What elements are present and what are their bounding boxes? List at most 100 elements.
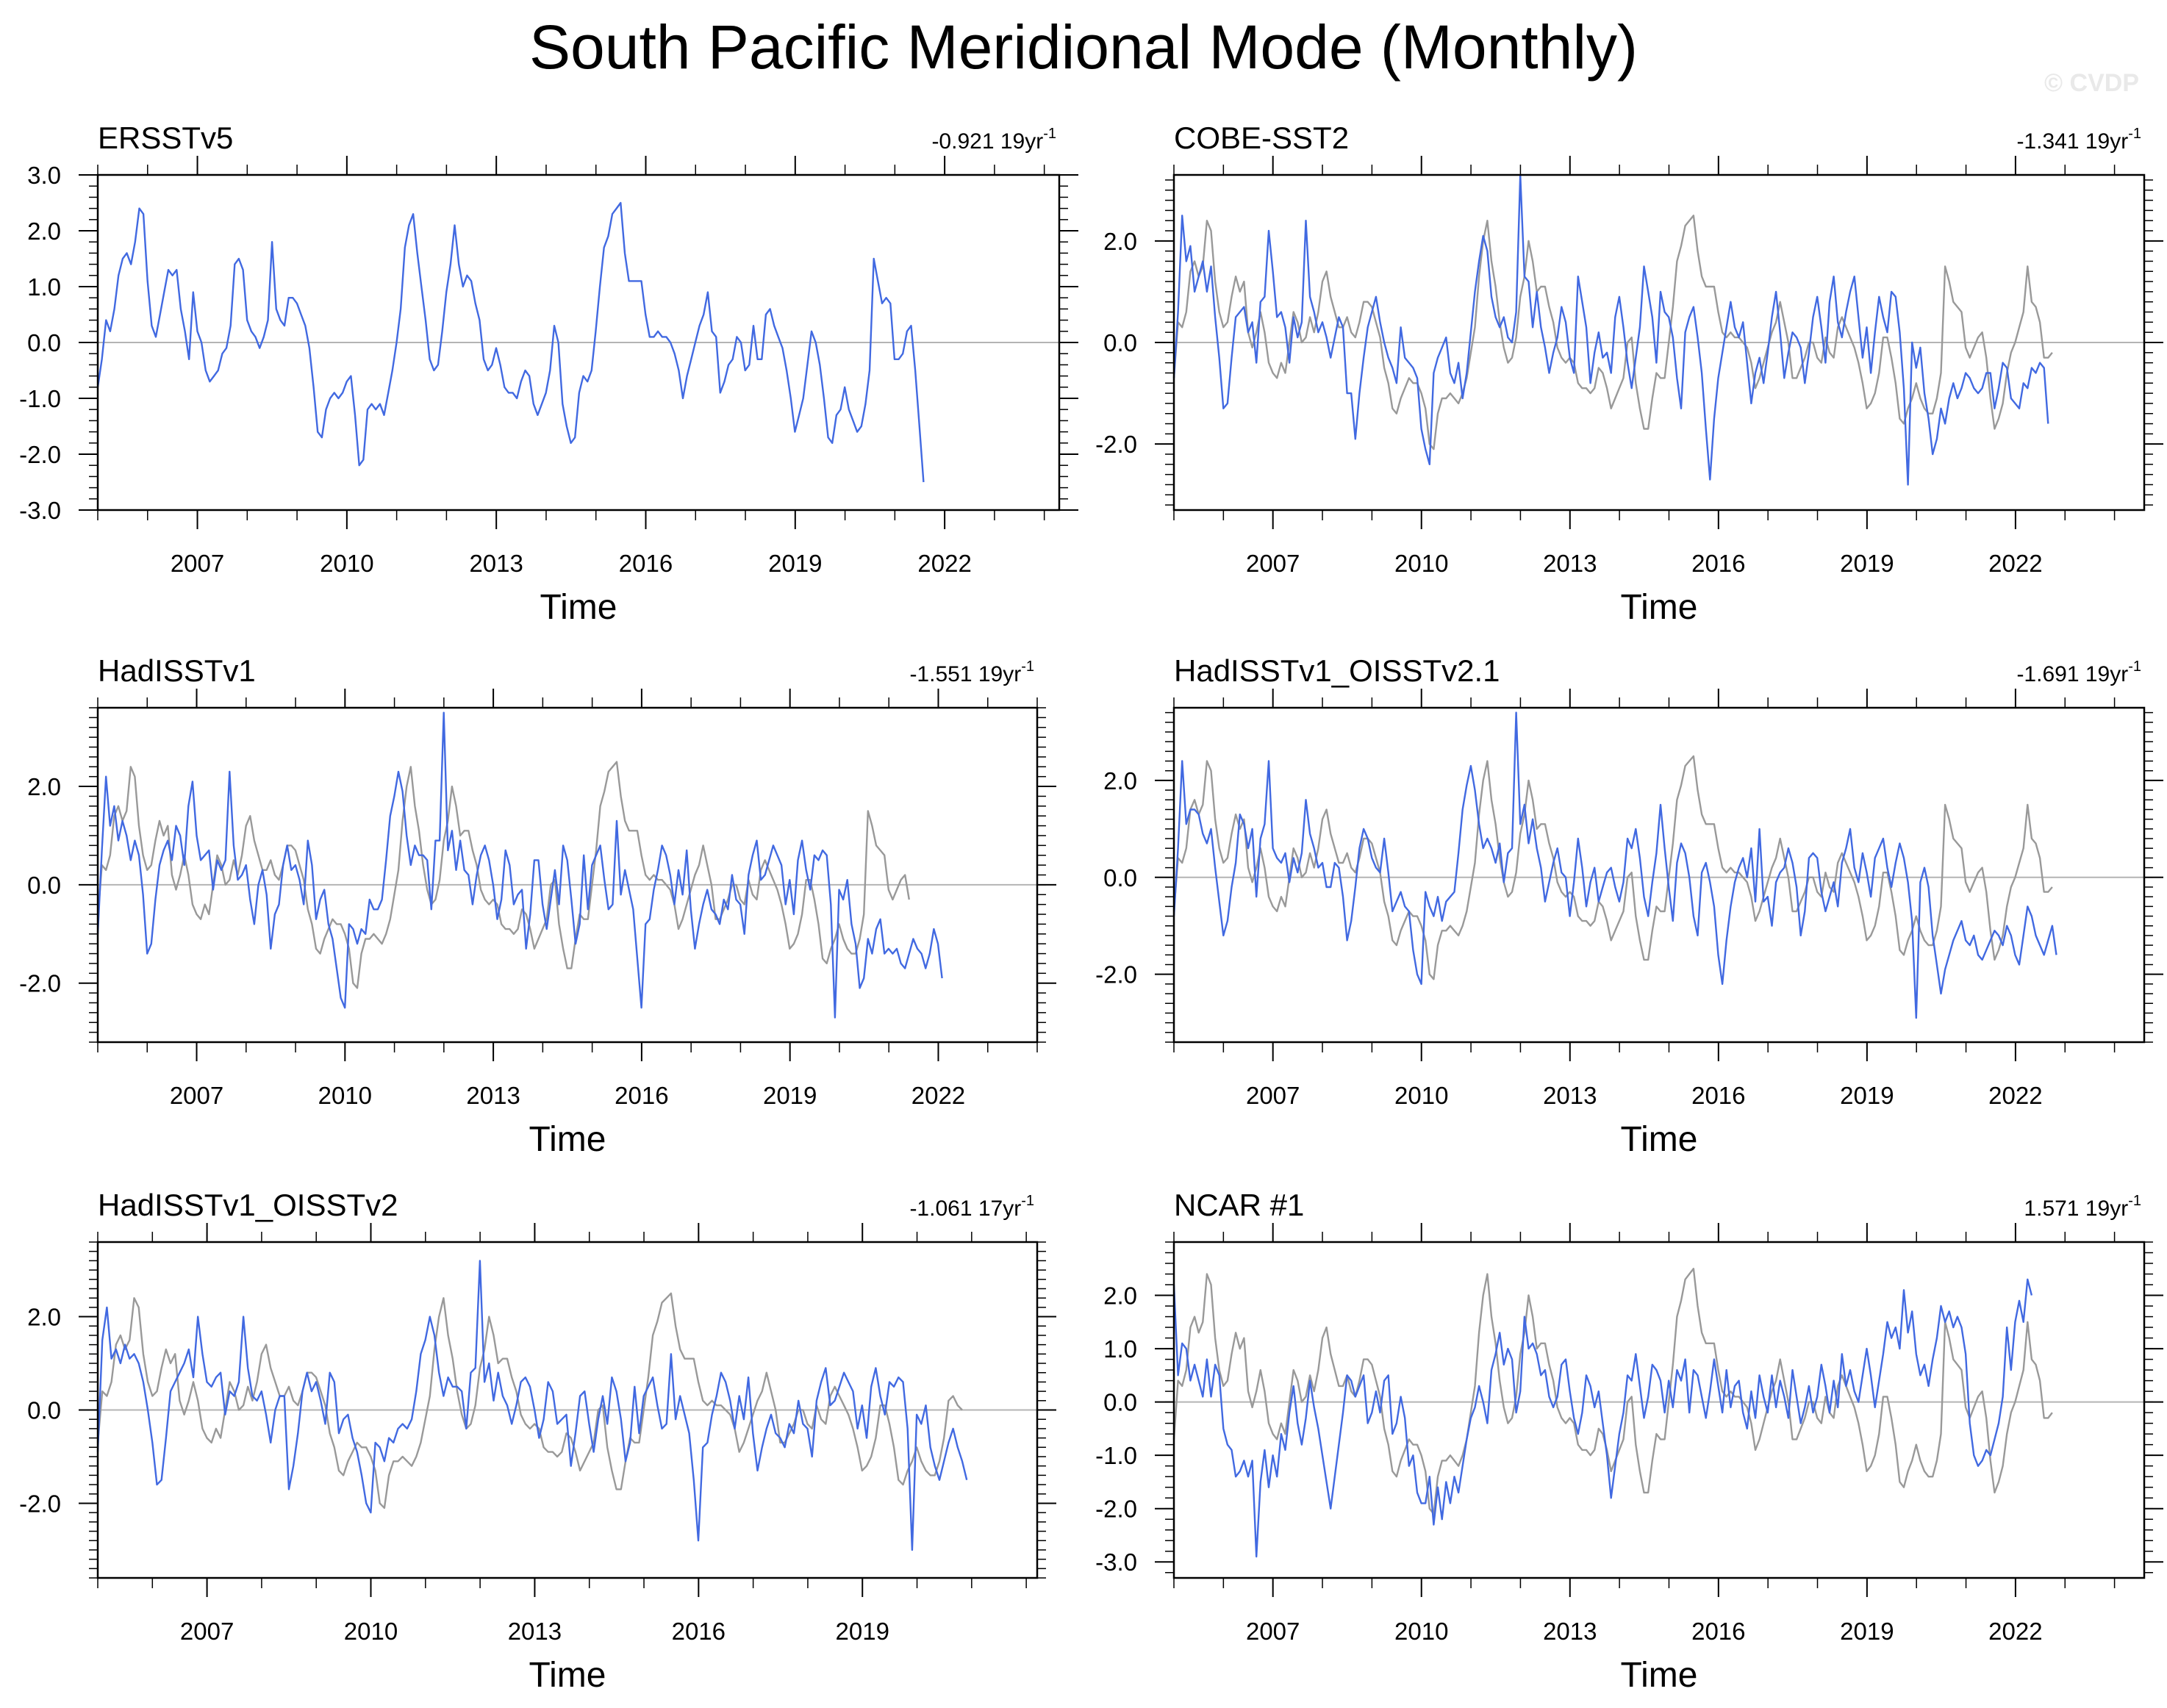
panel-title: ERSSTv5 bbox=[98, 121, 233, 155]
chart-panel: COBE-SST2 -1.341 19yr-1 2.0 0.0 -2.0 2007 2010… bbox=[1095, 121, 2163, 627]
trend-exponent: -1 bbox=[2128, 126, 2141, 142]
series-line-reference bbox=[96, 761, 910, 989]
x-tick-label: 2022 bbox=[1988, 550, 2042, 577]
x-tick-label: 2019 bbox=[768, 550, 822, 577]
y-tick-label: -2.0 bbox=[1095, 431, 1137, 458]
trend-label: 1.571 19yr-1 bbox=[2024, 1193, 2141, 1221]
y-tick-label: 2.0 bbox=[1103, 1282, 1137, 1310]
y-tick-label: -1.0 bbox=[19, 385, 61, 412]
chart-panel: HadISSTv1 -1.551 19yr-1 2.0 0.0 -2.0 2007 2010… bbox=[19, 653, 1056, 1159]
y-tick-label: 2.0 bbox=[27, 218, 61, 245]
trend-label: -1.551 19yr-1 bbox=[909, 659, 1034, 686]
y-tick-label: -2.0 bbox=[1095, 961, 1137, 988]
chart-panel: NCAR #1 1.571 19yr-1 2.0 1.0 0.0 -1.0 -2.0 -3.0… bbox=[1095, 1188, 2163, 1695]
x-tick-label: 2022 bbox=[1988, 1082, 2042, 1109]
trend-period: 19yr bbox=[2085, 662, 2128, 686]
y-tick-label: -2.0 bbox=[19, 441, 61, 468]
series-line-reference bbox=[1172, 1268, 2053, 1515]
panel-title: HadISSTv1 bbox=[98, 653, 256, 688]
trend-label: -1.691 19yr-1 bbox=[2016, 659, 2141, 686]
y-tick-label: 0.0 bbox=[1103, 864, 1137, 891]
panel-title: HadISSTv1_OISSTv2.1 bbox=[1174, 653, 1500, 688]
y-tick-label: 0.0 bbox=[27, 1397, 61, 1424]
trend-label: -0.921 19yr-1 bbox=[931, 126, 1056, 154]
x-tick-label: 2010 bbox=[344, 1618, 398, 1645]
x-tick-label: 2016 bbox=[672, 1618, 726, 1645]
series-line-observed bbox=[1172, 173, 2049, 486]
x-tick-label: 2013 bbox=[1543, 1618, 1597, 1645]
trend-value: -1.341 bbox=[2016, 129, 2085, 154]
panel-title: HadISSTv1_OISSTv2 bbox=[98, 1188, 398, 1222]
panel-title: NCAR #1 bbox=[1174, 1188, 1304, 1222]
x-tick-label: 2007 bbox=[1246, 550, 1300, 577]
x-tick-label: 2016 bbox=[619, 550, 673, 577]
x-tick-label: 2013 bbox=[1543, 1082, 1597, 1109]
y-tick-label: 2.0 bbox=[27, 773, 61, 800]
x-tick-label: 2013 bbox=[508, 1618, 562, 1645]
trend-period: 19yr bbox=[2085, 1196, 2128, 1221]
trend-period: 17yr bbox=[978, 1196, 1021, 1221]
y-tick-label: -2.0 bbox=[19, 1490, 61, 1517]
x-axis-title: Time bbox=[540, 588, 617, 627]
x-tick-label: 2010 bbox=[1394, 1082, 1448, 1109]
trend-period: 19yr bbox=[978, 662, 1021, 686]
x-tick-label: 2010 bbox=[318, 1082, 372, 1109]
series-line-observed bbox=[1172, 711, 2057, 1019]
x-tick-label: 2013 bbox=[466, 1082, 520, 1109]
series-line-observed bbox=[96, 1260, 968, 1551]
plot-frame bbox=[1172, 706, 2146, 1044]
watermark: © CVDP bbox=[2044, 69, 2139, 97]
plot-frame bbox=[96, 173, 1061, 512]
trend-value: -0.921 bbox=[931, 129, 1000, 154]
y-tick-label: 2.0 bbox=[27, 1304, 61, 1331]
chart-panel: ERSSTv5 -0.921 19yr-1 3.0 2.0 1.0 0.0 -1.0 -2.0… bbox=[19, 121, 1078, 627]
y-tick-label: 1.0 bbox=[1103, 1335, 1137, 1363]
y-tick-label: 3.0 bbox=[27, 162, 61, 189]
x-tick-label: 2019 bbox=[1840, 550, 1894, 577]
x-tick-label: 2019 bbox=[1840, 1618, 1894, 1645]
trend-exponent: -1 bbox=[2128, 1193, 2141, 1209]
series-line-observed bbox=[96, 711, 943, 1019]
x-tick-label: 2022 bbox=[917, 550, 971, 577]
x-axis-title: Time bbox=[1621, 1120, 1698, 1159]
trend-period: 19yr bbox=[2085, 129, 2128, 154]
x-axis-title: Time bbox=[1621, 1656, 1698, 1695]
x-axis-title: Time bbox=[529, 1120, 606, 1159]
y-tick-label: -3.0 bbox=[1095, 1549, 1137, 1576]
series-line-reference bbox=[1172, 755, 2053, 980]
page-title: South Pacific Meridional Mode (Monthly) bbox=[529, 12, 1638, 82]
y-tick-label: 0.0 bbox=[1103, 329, 1137, 356]
y-tick-label: 0.0 bbox=[27, 872, 61, 899]
y-tick-label: 0.0 bbox=[27, 329, 61, 356]
trend-label: -1.061 17yr-1 bbox=[909, 1193, 1034, 1221]
series-line-reference bbox=[96, 1292, 963, 1510]
y-tick-label: -3.0 bbox=[19, 497, 61, 524]
plot-frame bbox=[96, 1241, 1039, 1579]
trend-exponent: -1 bbox=[1021, 1193, 1034, 1209]
x-tick-label: 2010 bbox=[320, 550, 373, 577]
series-line-reference bbox=[1172, 215, 2053, 451]
x-tick-label: 2019 bbox=[836, 1618, 889, 1645]
series-line-observed bbox=[96, 201, 925, 483]
trend-exponent: -1 bbox=[1021, 659, 1034, 675]
y-tick-label: -1.0 bbox=[1095, 1442, 1137, 1469]
trend-period: 19yr bbox=[1000, 129, 1043, 154]
x-tick-label: 2016 bbox=[1691, 550, 1745, 577]
series-line-observed bbox=[1172, 1278, 2033, 1558]
y-tick-label: -2.0 bbox=[1095, 1496, 1137, 1523]
x-tick-label: 2007 bbox=[170, 1082, 223, 1109]
x-tick-label: 2019 bbox=[1840, 1082, 1894, 1109]
x-tick-label: 2022 bbox=[1988, 1618, 2042, 1645]
x-tick-label: 2016 bbox=[615, 1082, 668, 1109]
trend-value: -1.551 bbox=[909, 662, 978, 686]
y-tick-label: -2.0 bbox=[19, 970, 61, 997]
y-tick-label: 0.0 bbox=[1103, 1389, 1137, 1416]
x-tick-label: 2007 bbox=[180, 1618, 234, 1645]
trend-value: -1.061 bbox=[909, 1196, 978, 1221]
x-tick-label: 2013 bbox=[469, 550, 523, 577]
x-axis-title: Time bbox=[529, 1656, 606, 1695]
x-tick-label: 2010 bbox=[1394, 1618, 1448, 1645]
trend-exponent: -1 bbox=[1043, 126, 1056, 142]
plot-frame bbox=[96, 706, 1039, 1044]
